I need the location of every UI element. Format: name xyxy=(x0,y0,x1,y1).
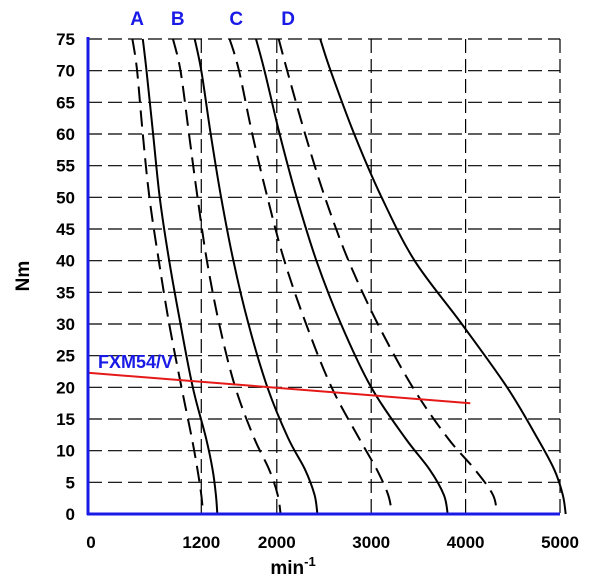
x-tick-labels: 0 1200 2000 3000 4000 5000 xyxy=(86,533,579,552)
curve-label-c: C xyxy=(229,9,243,30)
x-tick-label: 1200 xyxy=(182,533,220,552)
x-axis-title-base: min xyxy=(270,558,304,579)
y-tick-label: 75 xyxy=(56,30,75,49)
x-tick-label: 3000 xyxy=(352,533,390,552)
curve-labels: A B C D xyxy=(130,9,295,30)
y-tick-label: 65 xyxy=(56,93,75,112)
curve-b-solid xyxy=(193,38,319,515)
y-tick-label: 10 xyxy=(56,442,75,461)
grid xyxy=(88,38,561,514)
curve-d-solid xyxy=(319,38,567,515)
curve-d-dashed xyxy=(277,38,498,515)
y-tick-label: 70 xyxy=(56,62,75,81)
y-tick-label: 45 xyxy=(56,220,75,239)
curve-a-solid xyxy=(141,38,219,515)
y-axis-title: Nm xyxy=(13,261,34,292)
x-axis-title: min-1 xyxy=(270,554,315,579)
axes xyxy=(86,37,560,516)
x-tick-label: 4000 xyxy=(447,533,485,552)
y-tick-label: 0 xyxy=(66,505,75,524)
y-tick-label: 15 xyxy=(56,410,75,429)
y-tick-label: 60 xyxy=(56,125,75,144)
x-tick-label: 0 xyxy=(86,533,95,552)
x-tick-label: 5000 xyxy=(541,533,579,552)
x-axis-title-exponent: -1 xyxy=(304,554,316,569)
y-tick-label: 5 xyxy=(66,473,75,492)
y-tick-label: 25 xyxy=(56,347,75,366)
y-tick-label: 55 xyxy=(56,157,75,176)
y-tick-label: 35 xyxy=(56,283,75,302)
curve-fxm54-v-solid xyxy=(87,371,471,405)
curve-b-dashed xyxy=(172,38,282,515)
curve-label-d: D xyxy=(281,9,295,30)
y-tick-label: 20 xyxy=(56,378,75,397)
x-tick-label: 2000 xyxy=(258,533,296,552)
curve-a-dashed xyxy=(131,38,205,515)
y-tick-labels: 0 5 10 15 20 25 30 35 40 45 50 55 60 65 70 75 xyxy=(56,30,75,524)
curve-c-dashed xyxy=(228,38,393,515)
curve-label-a: A xyxy=(130,9,144,30)
curve-label-b: B xyxy=(171,9,185,30)
series-label-fxm54v: FXM54/V xyxy=(98,352,173,372)
y-tick-label: 50 xyxy=(56,188,75,207)
curves xyxy=(87,38,567,515)
y-tick-label: 40 xyxy=(56,252,75,271)
curve-c-solid xyxy=(255,38,449,515)
y-tick-label: 30 xyxy=(56,315,75,334)
